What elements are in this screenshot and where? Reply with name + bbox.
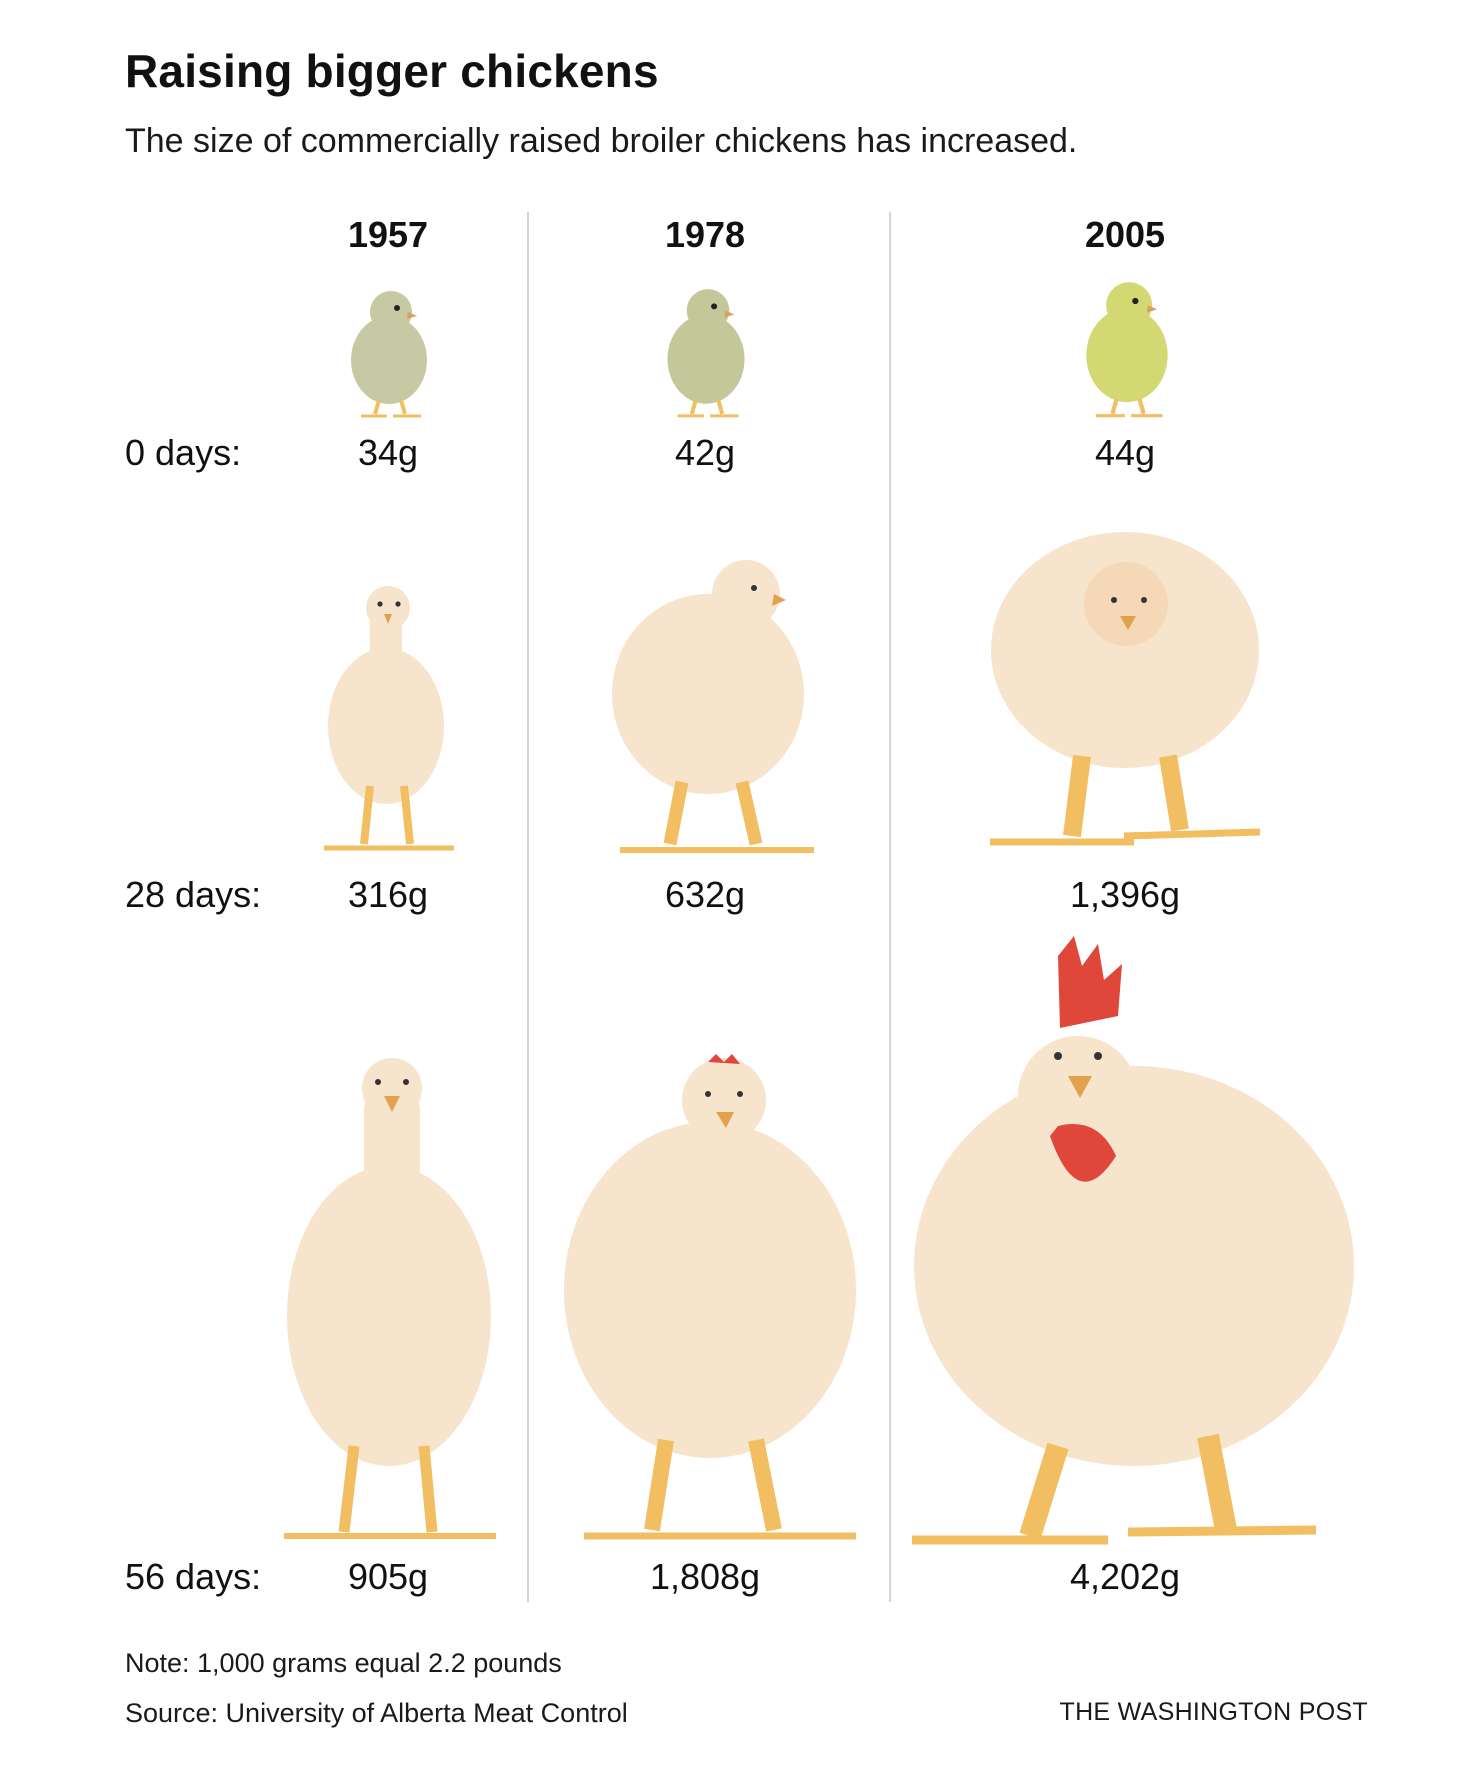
year-header-2005: 2005 <box>1084 214 1166 255</box>
chicken-1957-day-28-illustration <box>324 586 454 851</box>
chick-2005-illustration <box>1086 282 1168 418</box>
column-divider-2 <box>889 212 891 1602</box>
weight-2005-day-0: 44g <box>1094 432 1156 473</box>
year-header-1978: 1978 <box>664 214 746 255</box>
chick-1957-illustration <box>351 291 427 418</box>
row-label-0-days: 0 days: <box>125 432 242 473</box>
column-divider-1 <box>527 212 529 1602</box>
row-label-28-days: 28 days: <box>125 874 262 915</box>
chicken-1978-day-56-illustration <box>564 1054 856 1540</box>
weight-1978-day-56: 1,808g <box>649 1556 761 1597</box>
chart-subtitle: The size of commercially raised broiler … <box>125 122 1078 160</box>
weight-2005-day-28: 1,396g <box>1069 874 1181 915</box>
publisher-credit: THE WASHINGTON POST <box>1059 1698 1368 1726</box>
chart-title: Raising bigger chickens <box>125 45 659 97</box>
weight-1957-day-0: 34g <box>357 432 419 473</box>
chicken-1957-day-56-illustration <box>284 1058 496 1539</box>
footnote-source: Source: University of Alberta Meat Contr… <box>125 1698 628 1728</box>
chick-1978-illustration <box>667 289 745 418</box>
chicken-2005-day-28-illustration <box>990 532 1261 846</box>
chicken-2005-day-56-illustration <box>912 936 1354 1545</box>
row-label-56-days: 56 days: <box>125 1556 262 1597</box>
weight-1957-day-56: 905g <box>347 1556 429 1597</box>
weight-1978-day-0: 42g <box>674 432 736 473</box>
footnote-conversion: Note: 1,000 grams equal 2.2 pounds <box>125 1648 562 1678</box>
weight-1957-day-28: 316g <box>347 874 429 915</box>
year-header-1957: 1957 <box>347 214 429 255</box>
chicken-1978-day-28-illustration <box>612 560 814 853</box>
weight-1978-day-28: 632g <box>664 874 746 915</box>
weight-2005-day-56: 4,202g <box>1069 1556 1181 1597</box>
